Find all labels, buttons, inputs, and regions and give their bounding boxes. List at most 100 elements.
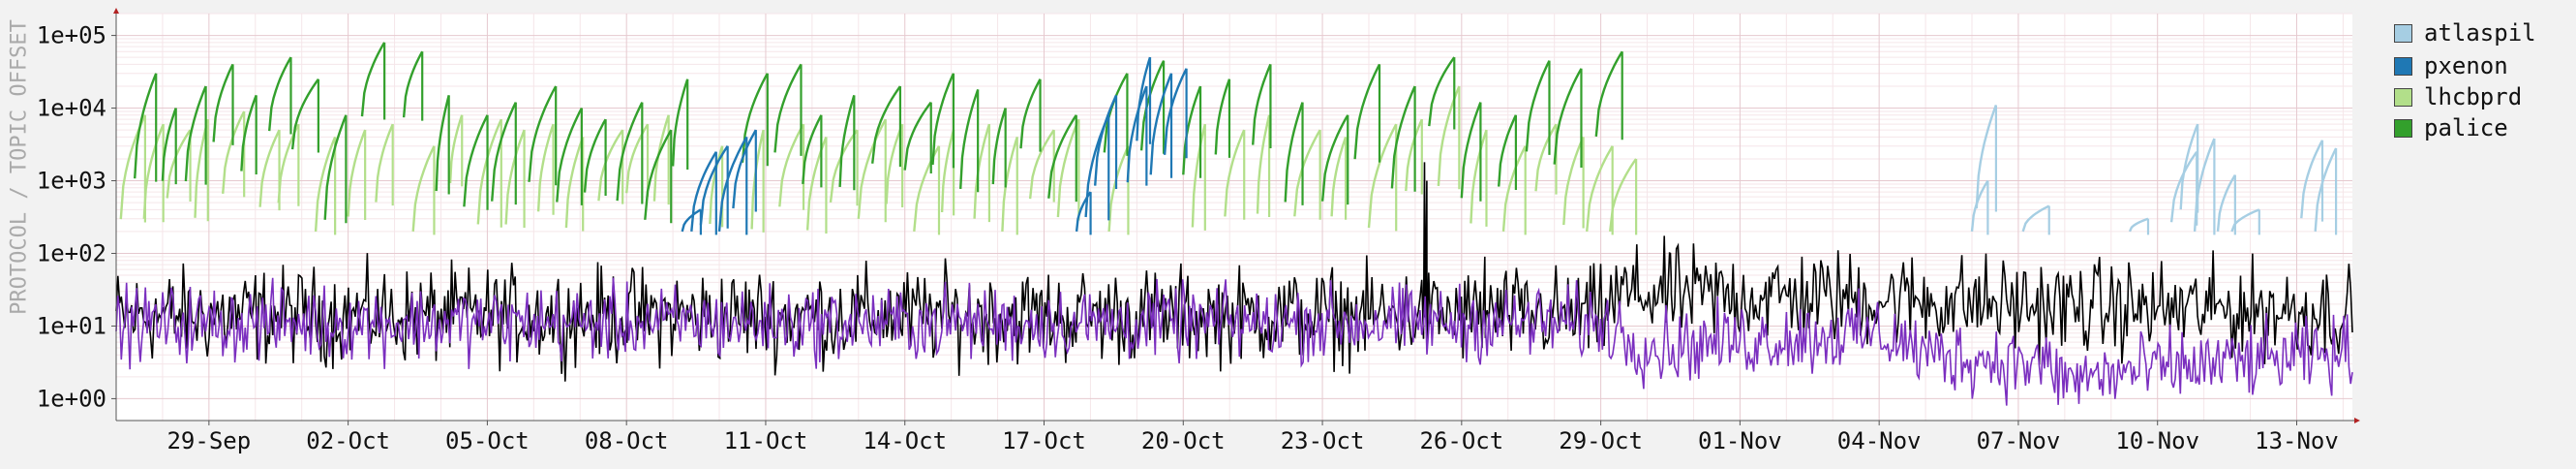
x-tick-label: 08-Oct [585, 427, 669, 454]
series-mark-atlaspil [1970, 179, 1989, 233]
series-mark-lhcbprd [652, 114, 670, 202]
series-mark-palice [931, 73, 955, 166]
series-mark-palice [1525, 60, 1551, 152]
series-mark-lhcbprd [347, 129, 367, 217]
series-mark-lhcbprd [375, 123, 394, 203]
y-axis-label: PROTOCOL / TOPIC OFFSET [7, 19, 32, 315]
series-mark-atlaspil [2300, 140, 2324, 219]
x-tick-label: 10-Nov [2115, 427, 2199, 454]
x-tick-label: 11-Oct [724, 427, 808, 454]
series-mark-palice [212, 63, 234, 142]
series-mark-palice [741, 73, 769, 163]
y-tick-label: 1e+02 [37, 239, 106, 266]
series-mark-pxenon [681, 208, 702, 233]
series-mark-lhcbprd [857, 118, 887, 219]
series-mark-palice [1553, 68, 1583, 165]
series-mark-palice [1353, 63, 1381, 160]
series-mark-palice [463, 114, 489, 207]
legend-swatch-lhcbprd [2394, 87, 2412, 107]
series-mark-lhcbprd [597, 129, 624, 202]
series-mark-palice [991, 108, 1007, 185]
series-mark-atlaspil [2314, 147, 2338, 232]
series-mark-lhcbprd [1586, 145, 1614, 233]
legend-label-pxenon: pxenon [2424, 52, 2508, 79]
series-mark-palice [903, 101, 932, 171]
series-mark-palice [838, 94, 856, 187]
series-mark-pxenon [732, 129, 757, 209]
x-tick-label: 05-Oct [445, 427, 530, 454]
series-mark-lhcbprd [476, 118, 502, 225]
x-tick-label: 29-Sep [167, 427, 251, 454]
x-tick-label: 26-Oct [1419, 427, 1503, 454]
x-tick-label: 17-Oct [1002, 427, 1086, 454]
series-line-4 [115, 162, 2353, 382]
series-mark-palice [959, 89, 980, 189]
series-mark-lhcbprd [1437, 85, 1461, 186]
series-mark-palice [1390, 85, 1416, 189]
series-mark-palice [1284, 102, 1304, 203]
x-tick-label: 07-Nov [1977, 427, 2061, 454]
tick-labels: 1e+00 1e+01 1e+02 1e+03 1e+04 1e+05 29-Sep 02-O… [37, 22, 2339, 454]
x-axis-arrow [2354, 418, 2360, 423]
series-mark-palice [556, 107, 583, 203]
series-mark-lhcbprd [778, 123, 805, 207]
series-mark-atlaspil [2179, 123, 2199, 210]
series-mark-lhcbprd [1562, 136, 1585, 226]
y-tick-label: 1e+01 [37, 312, 106, 339]
series-mark-palice [802, 114, 823, 185]
series-mark-lhcbprd [913, 145, 941, 233]
series-mark-palice [1252, 63, 1272, 145]
x-tick-label: 20-Oct [1141, 427, 1226, 454]
series-mark-palice [1320, 114, 1349, 202]
legend-swatch-pxenon [2394, 56, 2412, 76]
series-line-5 [115, 277, 2353, 406]
series-mark-lhcbprd [1609, 158, 1638, 233]
series-mark-lhcbprd [564, 136, 585, 229]
series-mark-lhcbprd [411, 145, 436, 232]
series-mark-atlaspil [2128, 217, 2149, 233]
series-mark-lhcbprd [448, 114, 464, 183]
series-mark-palice [161, 108, 177, 181]
series-mark-palice [616, 102, 644, 202]
legend-label-palice: palice [2424, 114, 2508, 141]
legend-item-lhcbprd: lhcbprd [2394, 83, 2522, 110]
series-mark-palice [1428, 56, 1456, 127]
series-mark-lhcbprd [1256, 114, 1271, 214]
series-mark-lhcbprd [258, 129, 281, 207]
series-mark-palice [1139, 60, 1166, 151]
series-mark-palice [402, 50, 424, 118]
series-mark-palice [1019, 78, 1042, 149]
series-mark-atlaspil [2021, 204, 2050, 233]
series-mark-lhcbprd [536, 123, 555, 212]
series-mark-palice [134, 73, 158, 179]
series-mark-palice [240, 94, 258, 172]
series-mark-lhcbprd [166, 129, 192, 199]
series-mark-lhcbprd [1224, 129, 1246, 217]
series-mark-palice [773, 63, 803, 153]
legend-label-atlaspil: atlaspil [2424, 19, 2536, 47]
series-mark-pxenon [690, 151, 717, 233]
x-tick-label: 29-Oct [1559, 427, 1643, 454]
series-mark-lhcbprd [142, 123, 165, 219]
series-mark-pxenon [1149, 73, 1173, 175]
series-mark-pxenon [1163, 68, 1188, 155]
series-mark-palice [1498, 114, 1517, 187]
series-mark-palice [184, 85, 207, 182]
series-mark-palice [435, 95, 450, 192]
series-mark-palice [268, 56, 292, 132]
series-mark-atlaspil [1975, 104, 1998, 209]
y-axis-arrow [113, 8, 119, 14]
legend-item-atlaspil: atlaspil [2394, 19, 2536, 47]
series-mark-palice [1214, 78, 1231, 155]
axes [113, 8, 2360, 423]
x-tick-label: 01-Nov [1698, 427, 1782, 454]
series-mark-palice [1047, 114, 1077, 199]
series-mark-palice [644, 129, 673, 220]
series-mark-palice [1594, 50, 1623, 138]
series-mark-lhcbprd [940, 129, 955, 213]
series-mark-palice [1460, 102, 1482, 199]
series-mark-pxenon [717, 136, 748, 233]
y-tick-label: 1e+04 [37, 95, 106, 122]
x-tick-label: 04-Nov [1837, 427, 1922, 454]
series-mark-lhcbprd [829, 129, 859, 203]
